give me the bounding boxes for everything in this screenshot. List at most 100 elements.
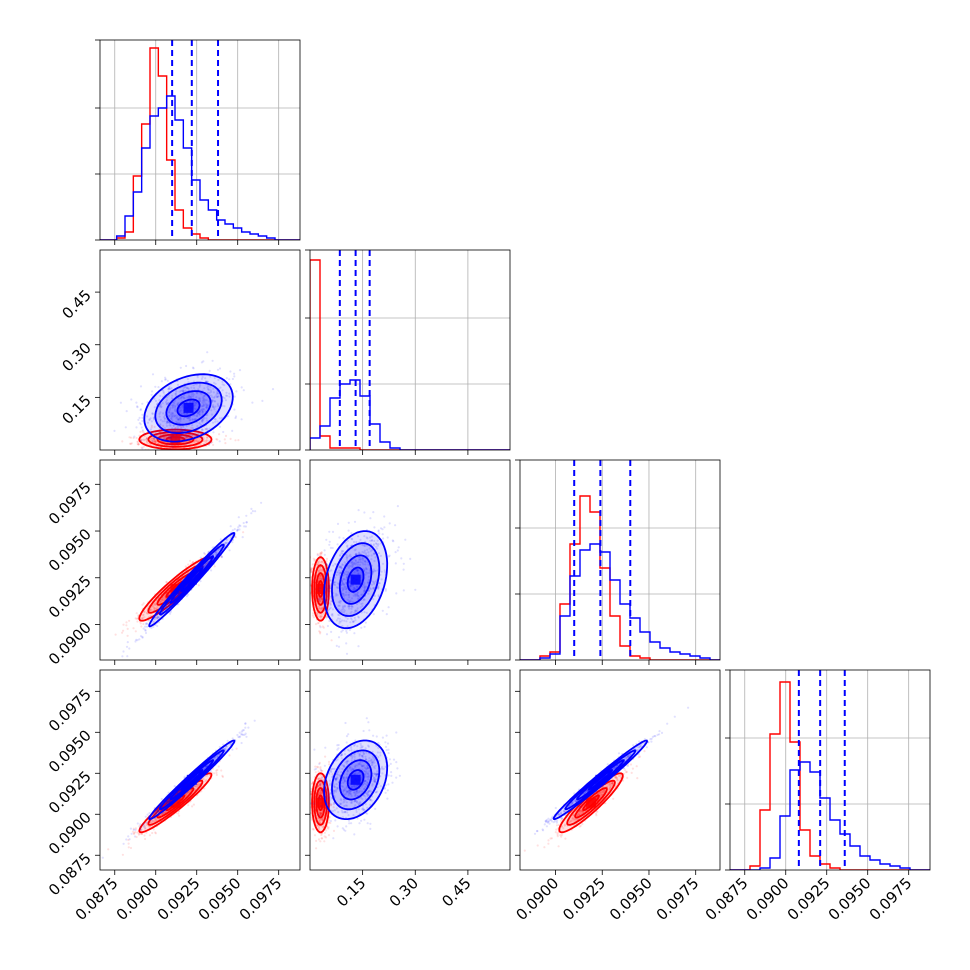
red-sample-point [128, 619, 131, 622]
red-sample-point [319, 600, 322, 603]
blue-sample-point [364, 573, 367, 576]
blue-sample-point [339, 601, 342, 604]
blue-sample-point [324, 562, 328, 565]
blue-sample-point [346, 539, 349, 543]
red-sample-point [141, 616, 144, 619]
blue-sample-point [250, 507, 253, 510]
blue-sample-point [202, 403, 206, 407]
blue-sample-point [180, 428, 183, 431]
red-sample-point [126, 627, 129, 631]
blue-sample-point [214, 420, 217, 423]
blue-sample-point [214, 551, 217, 554]
blue-sample-point [179, 389, 182, 393]
red-sample-point [318, 614, 321, 617]
blue-sample-point [356, 561, 360, 564]
blue-sample-point [374, 556, 377, 559]
blue-sample-point [383, 569, 386, 572]
blue-sample-point [331, 546, 334, 550]
blue-sample-point [216, 395, 219, 399]
blue-sample-point [168, 424, 171, 427]
blue-sample-point [217, 392, 220, 395]
blue-sample-point [180, 395, 183, 398]
blue-sample-point [347, 521, 350, 524]
blue-sample-point [337, 582, 340, 585]
blue-sample-point [169, 387, 172, 390]
blue-sample-point [318, 587, 321, 590]
blue-sample-point [195, 434, 198, 437]
blue-sample-point [157, 615, 160, 619]
blue-sample-point [357, 569, 360, 572]
blue-sample-point [168, 421, 171, 425]
blue-sample-point [349, 599, 352, 602]
blue-sample-point [336, 522, 340, 526]
blue-sample-point [338, 617, 341, 620]
red-sample-point [140, 625, 143, 628]
blue-sample-point [374, 580, 377, 583]
red-sample-point [205, 436, 209, 439]
blue-sample-point [193, 386, 196, 390]
blue-sample-point [351, 561, 354, 564]
blue-sample-point [328, 576, 331, 579]
panel-frame [309, 249, 511, 451]
blue-sample-point [154, 616, 157, 619]
blue-sample-point [345, 573, 348, 577]
red-sample-point [320, 551, 323, 554]
blue-sample-point [214, 405, 217, 408]
blue-sample-point [369, 550, 372, 553]
blue-sample-point [171, 414, 174, 417]
red-sample-point [203, 553, 207, 556]
blue-sample-point [363, 582, 366, 585]
red-sample-point [320, 607, 324, 610]
blue-sample-point [348, 605, 351, 608]
blue-sample-point [372, 587, 375, 590]
red-sample-point [318, 615, 321, 619]
blue-sample-point [201, 410, 204, 413]
blue-sample-point [356, 569, 359, 572]
blue-sample-point [352, 620, 355, 623]
blue-sample-point [203, 552, 206, 555]
blue-sample-point [354, 553, 357, 556]
blue-sample-point [343, 561, 346, 564]
red-sample-point [136, 620, 139, 623]
blue-sample-point [222, 743, 225, 746]
red-sample-point [216, 438, 219, 441]
blue-sample-point [207, 404, 210, 407]
blue-sample-point [206, 351, 209, 354]
blue-sample-point [202, 407, 205, 411]
red-sample-point [215, 773, 218, 777]
blue-sample-point [386, 536, 389, 539]
blue-sample-point [202, 397, 206, 400]
red-sample-point [229, 437, 232, 440]
red-sample-point [152, 620, 156, 623]
blue-sample-point [215, 393, 218, 397]
blue-sample-point [366, 555, 369, 558]
blue-sample-point [366, 537, 369, 540]
blue-sample-point [180, 426, 183, 429]
blue-sample-point [186, 386, 189, 389]
blue-sample-point [340, 566, 343, 570]
blue-sample-point [356, 569, 359, 573]
red-sample-point [165, 581, 168, 584]
red-sample-point [318, 605, 321, 608]
blue-sample-point [207, 388, 210, 391]
blue-sample-point [239, 735, 242, 738]
red-sample-point [134, 630, 137, 633]
blue-sample-point [172, 424, 175, 428]
blue-sample-point [202, 360, 205, 363]
blue-sample-point [358, 563, 362, 567]
blue-sample-point [173, 427, 176, 430]
red-sample-point [318, 630, 321, 633]
blue-sample-point [153, 618, 157, 621]
red-sample-point [145, 438, 148, 441]
red-contour [311, 556, 330, 622]
red-sample-point [146, 611, 149, 614]
blue-sample-point [349, 617, 352, 620]
blue-sample-point [377, 594, 380, 597]
blue-sample-point [383, 515, 386, 518]
blue-sample-point [228, 395, 231, 398]
blue-sample-point [187, 396, 190, 399]
blue-sample-point [377, 552, 381, 555]
blue-sample-point [336, 586, 339, 590]
blue-sample-point [361, 604, 364, 608]
blue-sample-point [194, 403, 197, 407]
